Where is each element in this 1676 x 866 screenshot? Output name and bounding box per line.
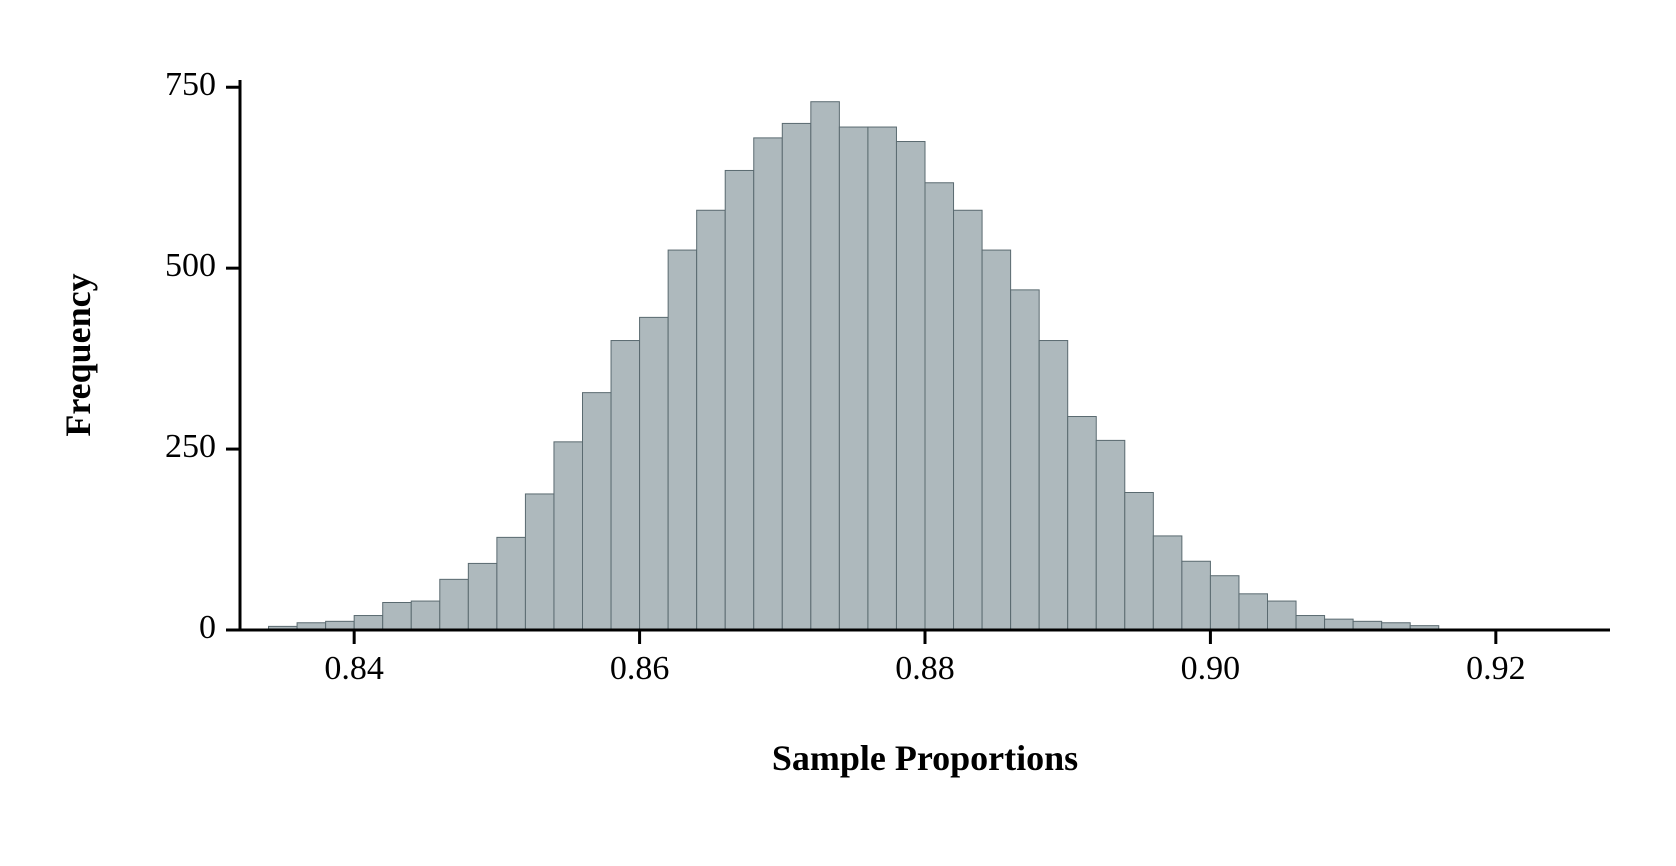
- histogram-bar: [411, 601, 440, 630]
- x-tick-label: 0.88: [895, 650, 955, 687]
- histogram-bar: [1296, 616, 1325, 630]
- histogram-bar: [896, 142, 925, 630]
- histogram-bar: [1268, 601, 1297, 630]
- histogram-bar: [554, 442, 583, 630]
- y-axis-title: Frequency: [58, 273, 98, 436]
- x-tick-label: 0.92: [1466, 650, 1526, 687]
- histogram-bar: [583, 393, 612, 630]
- histogram-bar: [383, 603, 412, 631]
- x-tick-label: 0.90: [1181, 650, 1241, 687]
- x-tick-label: 0.86: [610, 650, 670, 687]
- histogram-bar: [1239, 594, 1268, 630]
- histogram-bar: [468, 563, 497, 630]
- y-tick-label: 0: [199, 609, 216, 646]
- histogram-bar: [697, 210, 726, 630]
- histogram-bar: [1068, 417, 1097, 630]
- histogram-bar: [982, 250, 1011, 630]
- histogram-bar: [725, 170, 754, 630]
- histogram-bar: [1182, 561, 1211, 630]
- histogram-bar: [1153, 536, 1182, 630]
- histogram-bar: [497, 537, 526, 630]
- histogram-bar: [525, 494, 554, 630]
- histogram-bar: [1011, 290, 1040, 630]
- y-tick-label: 500: [165, 247, 216, 284]
- histogram-bar: [611, 341, 640, 630]
- histogram-bar: [925, 183, 954, 630]
- histogram-bar: [1210, 576, 1239, 630]
- y-tick-label: 250: [165, 428, 216, 465]
- histogram-bar: [839, 127, 868, 630]
- histogram-bar: [1096, 440, 1125, 630]
- histogram-bar: [811, 102, 840, 630]
- histogram-bar: [868, 127, 897, 630]
- chart-svg: 0 250 500 750 0.84 0.86 0.88 0.90 0.92 Frequency S…: [0, 0, 1676, 866]
- histogram-bar: [754, 138, 783, 630]
- histogram-bar: [1039, 341, 1068, 630]
- x-tick-label: 0.84: [324, 650, 384, 687]
- histogram-bar: [782, 123, 811, 630]
- histogram-bar: [640, 317, 669, 630]
- histogram-bar: [668, 250, 697, 630]
- histogram-bar: [354, 616, 383, 630]
- histogram-bar: [954, 210, 983, 630]
- histogram-bar: [440, 579, 469, 630]
- x-axis-title: Sample Proportions: [772, 738, 1078, 778]
- y-tick-label: 750: [165, 66, 216, 103]
- histogram-bar: [1325, 619, 1354, 630]
- histogram-chart: 0 250 500 750 0.84 0.86 0.88 0.90 0.92 Frequency S…: [0, 0, 1676, 866]
- histogram-bar: [1125, 493, 1154, 631]
